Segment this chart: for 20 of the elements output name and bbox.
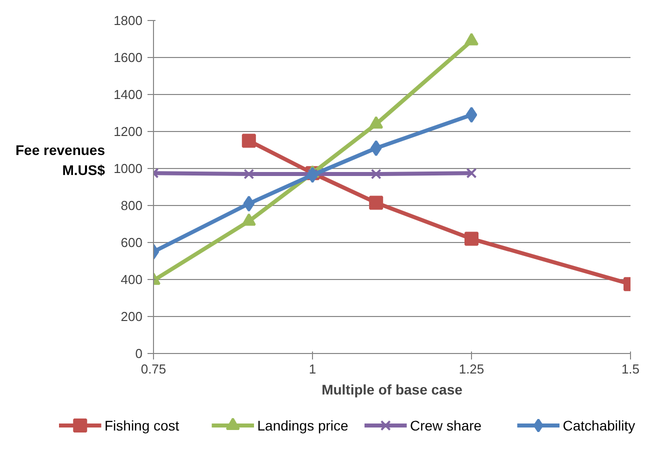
- y-tick-label: 0: [135, 346, 143, 361]
- x-tick-label: 0.75: [140, 362, 166, 376]
- y-tick-label: 400: [120, 272, 143, 287]
- y-tick-label: 1400: [114, 87, 142, 102]
- y-axis-title: Fee revenues M.US$: [16, 141, 105, 180]
- legend-label: Landings price: [257, 418, 349, 434]
- x-tick-label: 1.25: [458, 362, 484, 376]
- y-tick-label: 600: [120, 235, 143, 250]
- legend-label: Catchability: [562, 418, 636, 434]
- y-tick-label: 1000: [114, 161, 142, 176]
- x-tick-label: 1.5: [621, 362, 640, 376]
- y-tick-label: 800: [120, 198, 143, 213]
- legend-label: Fishing cost: [104, 418, 180, 434]
- x-axis-title: Multiple of base case: [322, 382, 463, 398]
- y-tick-label: 1800: [114, 13, 142, 28]
- y-tick-label: 1200: [114, 124, 142, 139]
- legend-label: Crew share: [410, 418, 482, 434]
- y-tick-label: 200: [120, 309, 143, 324]
- y-tick-label: 1600: [114, 50, 142, 65]
- x-tick-label: 1: [308, 362, 316, 376]
